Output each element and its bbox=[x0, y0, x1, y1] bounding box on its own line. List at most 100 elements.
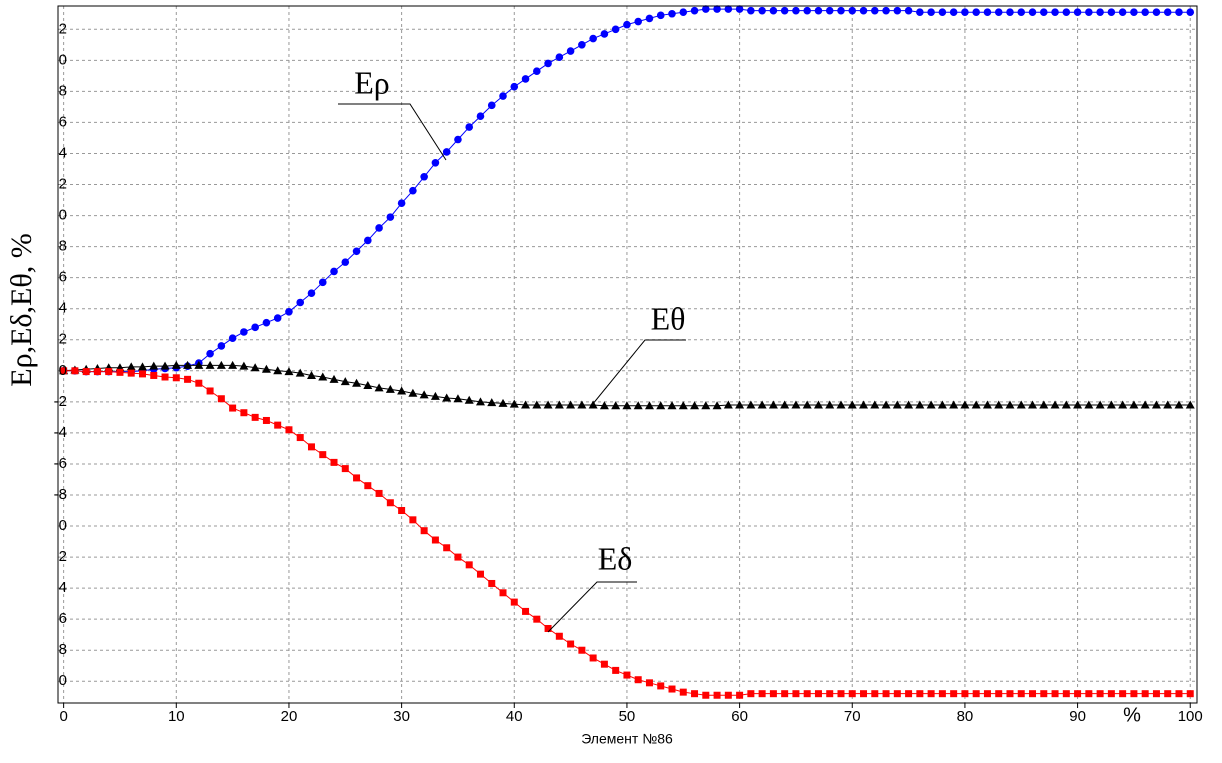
marker bbox=[1085, 8, 1093, 17]
marker bbox=[409, 516, 417, 524]
marker bbox=[747, 690, 755, 698]
marker bbox=[679, 8, 688, 17]
marker bbox=[510, 82, 519, 91]
marker bbox=[588, 400, 598, 409]
unit-annotation: % bbox=[1123, 704, 1141, 726]
marker bbox=[409, 186, 417, 195]
marker bbox=[882, 690, 890, 698]
marker bbox=[1151, 400, 1161, 409]
marker bbox=[926, 400, 936, 409]
marker bbox=[971, 400, 981, 409]
marker bbox=[487, 398, 497, 407]
marker bbox=[341, 465, 349, 473]
marker bbox=[780, 6, 789, 15]
marker bbox=[950, 690, 958, 698]
marker bbox=[533, 615, 541, 623]
plot-frame bbox=[57, 5, 1198, 704]
marker bbox=[1006, 8, 1014, 17]
marker bbox=[949, 400, 959, 409]
marker bbox=[239, 361, 249, 370]
marker bbox=[656, 11, 665, 20]
x-tick-label: 40 bbox=[506, 708, 523, 725]
marker bbox=[1186, 690, 1194, 698]
marker bbox=[217, 395, 225, 403]
y-tick-label: 6 bbox=[59, 269, 67, 286]
marker bbox=[1175, 690, 1183, 698]
marker bbox=[194, 360, 204, 369]
marker bbox=[1096, 8, 1104, 17]
marker bbox=[306, 370, 316, 379]
marker bbox=[757, 400, 767, 409]
marker bbox=[758, 690, 766, 698]
marker bbox=[1074, 690, 1082, 698]
marker bbox=[723, 400, 733, 409]
marker bbox=[273, 314, 282, 322]
marker bbox=[1084, 400, 1094, 409]
y-tick-label: 8 bbox=[59, 238, 67, 255]
marker bbox=[803, 690, 811, 698]
marker bbox=[566, 47, 575, 55]
marker bbox=[307, 289, 316, 297]
marker bbox=[476, 112, 485, 121]
marker bbox=[1017, 8, 1026, 17]
marker bbox=[262, 416, 270, 424]
marker bbox=[1073, 400, 1083, 409]
marker bbox=[780, 400, 790, 409]
marker bbox=[93, 368, 101, 376]
marker bbox=[1062, 8, 1071, 17]
marker bbox=[1107, 8, 1116, 17]
marker bbox=[363, 381, 373, 390]
marker bbox=[826, 690, 834, 698]
marker bbox=[454, 553, 462, 561]
marker bbox=[386, 213, 395, 221]
marker bbox=[904, 6, 913, 15]
marker bbox=[116, 368, 124, 376]
marker bbox=[612, 666, 620, 674]
marker bbox=[329, 374, 339, 383]
marker bbox=[386, 499, 394, 507]
marker bbox=[274, 421, 282, 429]
marker bbox=[983, 690, 991, 698]
marker bbox=[994, 400, 1004, 409]
marker bbox=[860, 690, 868, 698]
marker bbox=[668, 9, 676, 18]
marker bbox=[1152, 8, 1161, 17]
marker bbox=[1050, 400, 1060, 409]
marker bbox=[533, 67, 541, 75]
series-label: Eρ bbox=[354, 64, 390, 100]
marker bbox=[374, 383, 384, 392]
plot-area bbox=[58, 6, 1197, 703]
marker bbox=[1186, 8, 1195, 17]
marker bbox=[229, 404, 237, 412]
marker bbox=[566, 400, 576, 409]
marker bbox=[398, 507, 406, 515]
marker bbox=[397, 199, 406, 207]
marker bbox=[488, 579, 496, 587]
y-tick-label: 4 bbox=[59, 579, 67, 596]
marker bbox=[814, 690, 822, 698]
marker bbox=[960, 400, 970, 409]
marker bbox=[634, 676, 642, 684]
marker bbox=[240, 409, 248, 417]
marker bbox=[408, 388, 418, 397]
marker bbox=[622, 401, 632, 410]
marker bbox=[994, 8, 1003, 17]
marker bbox=[769, 690, 777, 698]
marker bbox=[307, 443, 315, 451]
marker bbox=[375, 224, 383, 232]
marker bbox=[375, 489, 383, 497]
marker bbox=[645, 679, 653, 687]
marker bbox=[465, 123, 474, 131]
marker bbox=[1185, 400, 1195, 409]
marker bbox=[747, 6, 755, 15]
marker bbox=[1096, 690, 1104, 698]
marker bbox=[870, 400, 880, 409]
marker bbox=[397, 386, 407, 395]
marker bbox=[644, 401, 654, 410]
marker bbox=[567, 640, 575, 648]
marker bbox=[972, 690, 980, 698]
grid bbox=[58, 6, 1197, 708]
marker bbox=[713, 691, 721, 699]
marker bbox=[250, 363, 260, 372]
marker bbox=[995, 690, 1003, 698]
